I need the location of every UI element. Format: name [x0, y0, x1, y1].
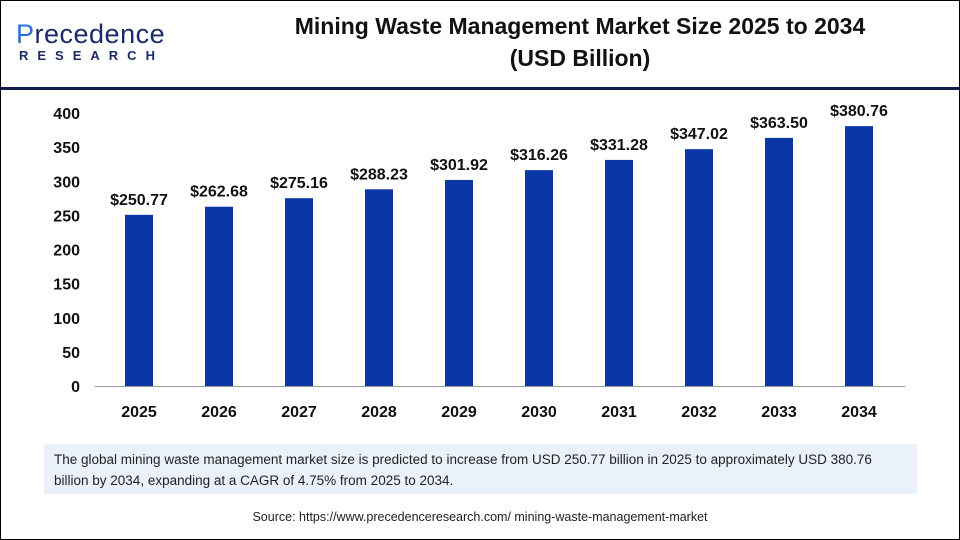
bar-2026 [205, 206, 233, 386]
y-tick-label: 400 [53, 106, 80, 123]
data-label: $262.68 [190, 184, 248, 201]
y-tick-label: 0 [71, 379, 80, 396]
x-tick-label: 2031 [601, 404, 637, 421]
y-tick-label: 100 [53, 311, 80, 328]
data-label: $301.92 [430, 157, 488, 174]
bar-2030 [525, 170, 553, 386]
x-tick-label: 2034 [841, 404, 877, 421]
title-line-1: Mining Waste Management Market Size 2025… [294, 13, 866, 39]
bar-2025 [125, 214, 153, 386]
data-label: $250.77 [110, 192, 168, 209]
y-tick-label: 200 [53, 243, 80, 260]
data-label: $347.02 [670, 126, 728, 143]
bar-2027 [285, 198, 313, 386]
x-tick-label: 2032 [681, 404, 717, 421]
chart-title: Mining Waste Management Market Size 2025… [200, 10, 960, 74]
bar-2029 [445, 179, 473, 386]
bar-2028 [365, 189, 393, 386]
x-tick-label: 2025 [121, 404, 157, 421]
x-tick-label: 2033 [761, 404, 797, 421]
x-tick-label: 2030 [521, 404, 557, 421]
data-label: $380.76 [830, 103, 888, 120]
y-tick-label: 250 [53, 208, 80, 225]
x-tick-label: 2026 [201, 404, 237, 421]
y-tick-label: 350 [53, 140, 80, 157]
y-tick-label: 150 [53, 277, 80, 294]
data-label: $275.16 [270, 175, 328, 192]
y-tick-label: 300 [53, 174, 80, 191]
bar-2033 [765, 137, 793, 386]
precedence-research-logo: Precedence RESEARCH [16, 19, 166, 63]
title-line-2: (USD Billion) [509, 45, 651, 71]
summary-box: The global mining waste management marke… [44, 444, 917, 494]
data-label: $316.26 [510, 147, 568, 164]
data-label: $363.50 [750, 115, 808, 132]
bar-2032 [685, 149, 713, 386]
x-tick-label: 2028 [361, 404, 397, 421]
data-label: $331.28 [590, 137, 648, 154]
data-label: $288.23 [350, 166, 408, 183]
x-tick-label: 2027 [281, 404, 317, 421]
source-text: Source: https://www.precedenceresearch.c… [252, 510, 708, 524]
x-tick-label: 2029 [441, 404, 477, 421]
header-divider [1, 87, 959, 90]
bar-2034 [845, 126, 873, 387]
bar-2031 [605, 159, 633, 386]
y-tick-label: 50 [62, 345, 80, 362]
